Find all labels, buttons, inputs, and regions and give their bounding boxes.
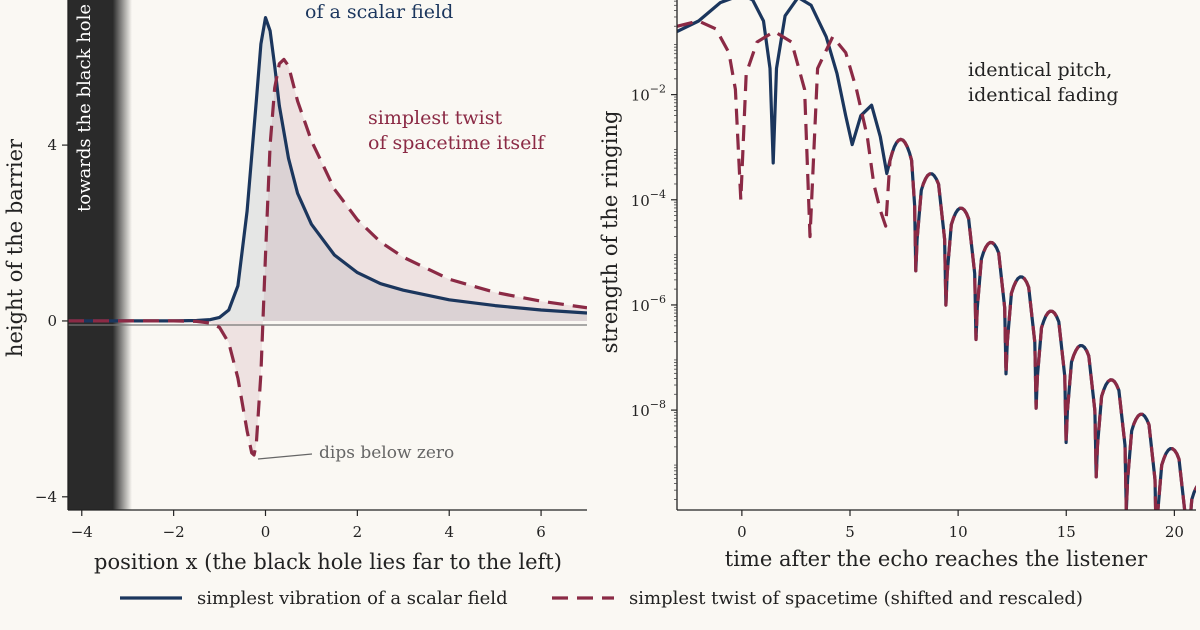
left-x-tick-label: 2 xyxy=(353,523,363,541)
twist-potential-curve xyxy=(68,57,587,457)
left-x-tick-label: 6 xyxy=(536,523,546,541)
horizon-band xyxy=(68,0,132,510)
left-x-tick-label: −2 xyxy=(163,523,185,541)
right-x-ticks: 0 5 10 15 20 xyxy=(737,510,1184,541)
left-y-tick-label: −4 xyxy=(35,488,57,506)
right-x-tick-label: 15 xyxy=(1057,523,1076,541)
right-x-tick-label: 5 xyxy=(845,523,855,541)
scalar-potential-curve xyxy=(68,16,587,323)
right-x-tick-label: 0 xyxy=(737,523,747,541)
scalar-ringdown-curve xyxy=(677,0,1196,510)
left-x-tick-label: −4 xyxy=(71,523,93,541)
twist-ringdown-curve xyxy=(677,19,1196,510)
identical-annotation-line1: identical pitch, xyxy=(968,59,1112,81)
left-y-label: height of the barrier xyxy=(3,138,27,357)
identical-annotation-line2: identical fading xyxy=(968,84,1119,106)
right-x-tick-label: 10 xyxy=(949,523,968,541)
scalar-potential-fill xyxy=(68,17,587,321)
left-x-label: position x (the black hole lies far to t… xyxy=(94,550,562,574)
potential-panel: towards the black hole −4 −2 0 2 4 6 −4 0 4 pos… xyxy=(3,0,587,574)
twist-annotation-line1: simplest twist xyxy=(368,107,502,129)
right-y-label: strength of the ringing xyxy=(598,111,622,354)
dip-pointer xyxy=(257,453,313,460)
legend-scalar-label: simplest vibration of a scalar field xyxy=(197,588,508,609)
right-y-ticks: 10−8 10−6 10−4 10−2 xyxy=(631,0,677,500)
right-y-tick-label: 10−8 xyxy=(631,398,666,420)
twist-potential-fill xyxy=(68,59,587,456)
left-x-ticks: −4 −2 0 2 4 6 xyxy=(71,510,546,541)
dip-annotation: dips below zero xyxy=(319,443,454,463)
legend-twist-label: simplest twist of spacetime (shifted and… xyxy=(629,588,1083,609)
legend: simplest vibration of a scalar field sim… xyxy=(120,588,1083,609)
right-y-tick-label: 10−2 xyxy=(631,83,666,105)
horizon-label: towards the black hole xyxy=(74,4,95,212)
right-y-tick-label: 10−4 xyxy=(631,188,666,210)
left-y-ticks: −4 0 4 xyxy=(35,136,68,506)
ringdown-panel: 0 5 10 15 20 10−8 10−6 10−4 10−2 time after the… xyxy=(598,0,1196,571)
left-x-tick-label: 4 xyxy=(444,523,454,541)
right-x-label: time after the echo reaches the listener xyxy=(725,547,1148,571)
twist-annotation-line2: of spacetime itself xyxy=(368,132,546,154)
left-y-tick-label: 4 xyxy=(47,136,57,154)
right-x-tick-label: 20 xyxy=(1165,523,1184,541)
scalar-annotation: of a scalar field xyxy=(305,1,453,23)
left-x-tick-label: 0 xyxy=(261,523,271,541)
right-y-tick-label: 10−6 xyxy=(631,293,666,315)
left-y-tick-label: 0 xyxy=(47,312,57,330)
